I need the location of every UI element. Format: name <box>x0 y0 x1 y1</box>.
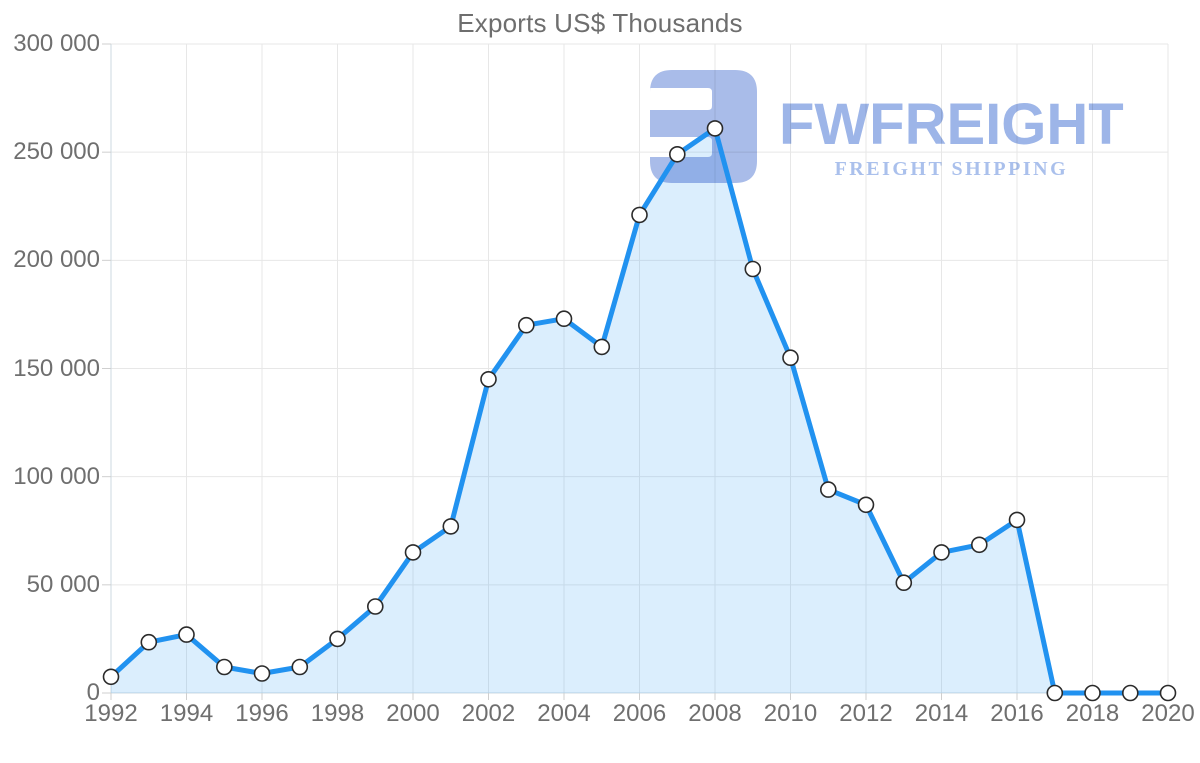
y-axis-tick-label: 200 000 <box>13 246 100 274</box>
y-axis-tick-label: 0 <box>86 679 100 706</box>
data-point-marker[interactable] <box>140 633 158 651</box>
x-axis-tick-label: 2006 <box>612 700 667 727</box>
watermark-tagline-text: FREIGHT SHIPPING <box>834 158 1069 180</box>
x-axis-tick-label: 2010 <box>763 700 818 727</box>
data-point-marker[interactable] <box>782 349 799 367</box>
y-axis-tick-label: 50 000 <box>26 570 100 598</box>
data-point-marker[interactable] <box>1084 684 1101 702</box>
data-point-marker[interactable] <box>216 658 233 676</box>
logo-icon-shape <box>650 70 757 183</box>
data-point-marker[interactable] <box>1046 684 1064 702</box>
x-axis-tick-label: 2002 <box>461 700 516 727</box>
data-point-marker[interactable] <box>593 338 611 356</box>
y-axis-tick-label: 100 000 <box>13 462 100 490</box>
data-point-marker[interactable] <box>329 630 346 648</box>
data-point-marker[interactable] <box>744 260 762 278</box>
data-point-marker[interactable] <box>253 665 271 682</box>
watermark-text-block: FWFREIGHT FREIGHT SHIPPING <box>779 70 1124 181</box>
data-point-marker[interactable] <box>1122 684 1139 702</box>
data-point-marker[interactable] <box>366 598 384 615</box>
data-point-marker[interactable] <box>1008 511 1026 529</box>
watermark-brand-text: FWFREIGHT <box>779 92 1124 157</box>
data-point-marker[interactable] <box>668 146 686 163</box>
x-axis-tick-label: 1992 <box>84 700 138 727</box>
data-point-marker[interactable] <box>706 120 724 137</box>
data-point-marker[interactable] <box>819 481 837 498</box>
y-axis-tick-label: 300 000 <box>13 30 100 57</box>
data-point-marker[interactable] <box>517 316 535 334</box>
data-point-marker[interactable] <box>857 496 875 514</box>
fwfreight-logo-icon <box>650 70 757 183</box>
x-axis-tick-label: 1998 <box>310 700 365 727</box>
x-axis-tick-label: 2008 <box>688 700 742 727</box>
y-axis-tick-label: 250 000 <box>13 138 100 166</box>
data-point-marker[interactable] <box>631 206 648 224</box>
data-point-marker[interactable] <box>970 536 988 554</box>
area-fill <box>111 128 1168 693</box>
x-axis-tick-label: 2016 <box>990 700 1044 727</box>
x-axis-tick-label: 2000 <box>386 700 440 727</box>
data-point-marker[interactable] <box>555 310 573 328</box>
data-point-marker[interactable] <box>404 544 422 561</box>
x-axis-tick-label: 2004 <box>537 700 591 727</box>
x-axis-tick-label: 2020 <box>1141 700 1195 727</box>
data-point-marker[interactable] <box>480 370 497 388</box>
data-point-marker[interactable] <box>933 544 950 561</box>
data-point-marker[interactable] <box>178 626 195 643</box>
data-point-marker[interactable] <box>291 658 309 676</box>
x-axis-tick-label: 2018 <box>1065 700 1120 727</box>
x-axis-tick-label: 1996 <box>235 700 289 727</box>
x-axis-tick-label: 2012 <box>839 700 893 727</box>
x-axis-tick-label: 1994 <box>159 700 214 727</box>
data-point-marker[interactable] <box>1159 684 1177 702</box>
y-axis-tick-label: 150 000 <box>13 354 100 382</box>
data-point-marker[interactable] <box>102 668 120 686</box>
data-point-marker[interactable] <box>442 518 460 535</box>
x-axis-tick-label: 2014 <box>914 700 969 727</box>
data-point-marker[interactable] <box>895 574 913 592</box>
chart-title: Exports US$ Thousands <box>457 8 743 38</box>
watermark-logo: FWFREIGHT FREIGHT SHIPPING <box>650 70 1124 183</box>
